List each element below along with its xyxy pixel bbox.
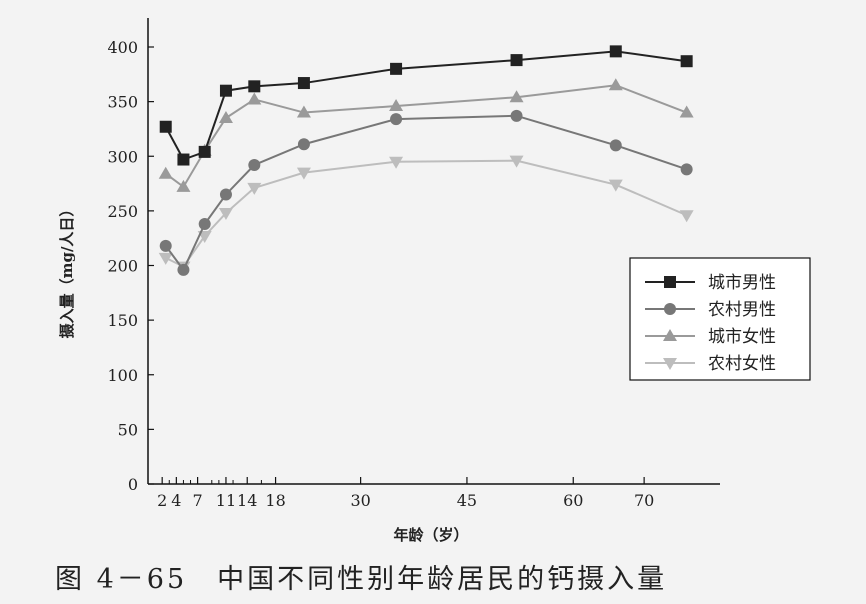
- y-tick-label: 350: [107, 93, 138, 112]
- x-tick-label: 30: [350, 491, 370, 510]
- data-point: [680, 55, 693, 68]
- data-point: [510, 54, 523, 67]
- legend-marker: [663, 358, 677, 370]
- series-line: [164, 114, 687, 272]
- y-tick-label: 400: [107, 38, 138, 57]
- data-point: [679, 105, 694, 118]
- y-tick-label: 50: [118, 420, 138, 439]
- series-line: [165, 159, 688, 268]
- data-point: [248, 80, 261, 93]
- x-tick-label: 70: [634, 491, 654, 510]
- x-tick-label: 18: [265, 491, 285, 510]
- axes: 0 50 100 150 200 250 300 350 400 2 4 7 11 14 18 30 45 60…: [107, 18, 720, 510]
- legend-marker: [664, 276, 676, 288]
- data-point: [510, 109, 523, 122]
- legend-label: 农村男性: [708, 300, 776, 320]
- data-point: [198, 217, 211, 230]
- data-point: [389, 98, 404, 111]
- y-tick-label: 300: [107, 147, 138, 166]
- series-circle: [159, 109, 693, 276]
- x-tick-label: 7: [193, 491, 203, 510]
- data-point: [198, 145, 211, 158]
- x-tick-label: 11: [216, 491, 236, 510]
- data-point: [680, 163, 693, 176]
- data-point: [296, 167, 311, 180]
- data-point: [197, 231, 212, 244]
- series-triangle-up: [158, 78, 694, 192]
- data-point: [608, 179, 623, 192]
- data-point: [219, 84, 232, 97]
- data-point: [218, 111, 233, 124]
- series-line: [164, 50, 687, 161]
- data-point: [509, 90, 524, 103]
- legend-label: 农村女性: [708, 354, 776, 374]
- data-point: [159, 239, 172, 252]
- series-layer: [158, 45, 694, 276]
- legend-marker: [664, 303, 676, 315]
- y-tick-label: 200: [107, 257, 138, 276]
- data-point: [296, 105, 311, 118]
- x-ticks: 2 4 7 11 14 18 30 45 60 70: [157, 477, 654, 510]
- legend-label: 城市女性: [708, 327, 776, 347]
- data-point: [609, 45, 622, 58]
- data-point: [679, 210, 694, 223]
- data-point: [509, 155, 524, 168]
- data-point: [608, 78, 623, 91]
- data-point: [390, 113, 403, 126]
- data-point: [248, 158, 261, 171]
- data-point: [609, 139, 622, 152]
- series-square: [159, 45, 693, 166]
- y-tick-label: 150: [107, 311, 138, 330]
- data-point: [247, 92, 262, 105]
- y-axis-title: 摄入量（mg/人日）: [58, 202, 76, 339]
- x-axis-title: 年龄（岁）: [393, 526, 468, 544]
- x-tick-label: 2: [157, 491, 167, 510]
- legend-marker: [663, 329, 677, 341]
- data-point: [297, 138, 310, 151]
- data-point: [158, 252, 173, 265]
- legend-item: 城市女性: [645, 327, 776, 347]
- legend-item: 城市男性: [645, 273, 776, 293]
- data-point: [176, 179, 191, 192]
- data-point: [159, 120, 172, 133]
- data-point: [389, 156, 404, 169]
- data-point: [177, 263, 190, 276]
- data-point: [247, 182, 262, 195]
- legend-label: 城市男性: [708, 273, 776, 293]
- y-tick-label: 0: [128, 475, 138, 494]
- x-tick-label: 60: [563, 491, 583, 510]
- legend-item: 农村女性: [645, 354, 776, 374]
- x-tick-label: 14: [237, 491, 257, 510]
- y-tick-label: 250: [107, 202, 138, 221]
- data-point: [297, 77, 310, 90]
- series-line: [165, 84, 688, 189]
- x-tick-label: 45: [457, 491, 477, 510]
- data-point: [390, 62, 403, 75]
- legend-item: 农村男性: [645, 300, 776, 320]
- x-tick-label: 4: [171, 491, 181, 510]
- data-point: [177, 153, 190, 166]
- y-ticks: 0 50 100 150 200 250 300 350 400: [107, 38, 154, 494]
- data-point: [218, 208, 233, 221]
- y-tick-label: 100: [107, 366, 138, 385]
- figure-caption: 图 4－65 中国不同性别年龄居民的钙摄入量: [55, 564, 667, 595]
- data-point: [219, 188, 232, 201]
- data-point: [158, 166, 173, 179]
- legend-box: [629, 257, 811, 381]
